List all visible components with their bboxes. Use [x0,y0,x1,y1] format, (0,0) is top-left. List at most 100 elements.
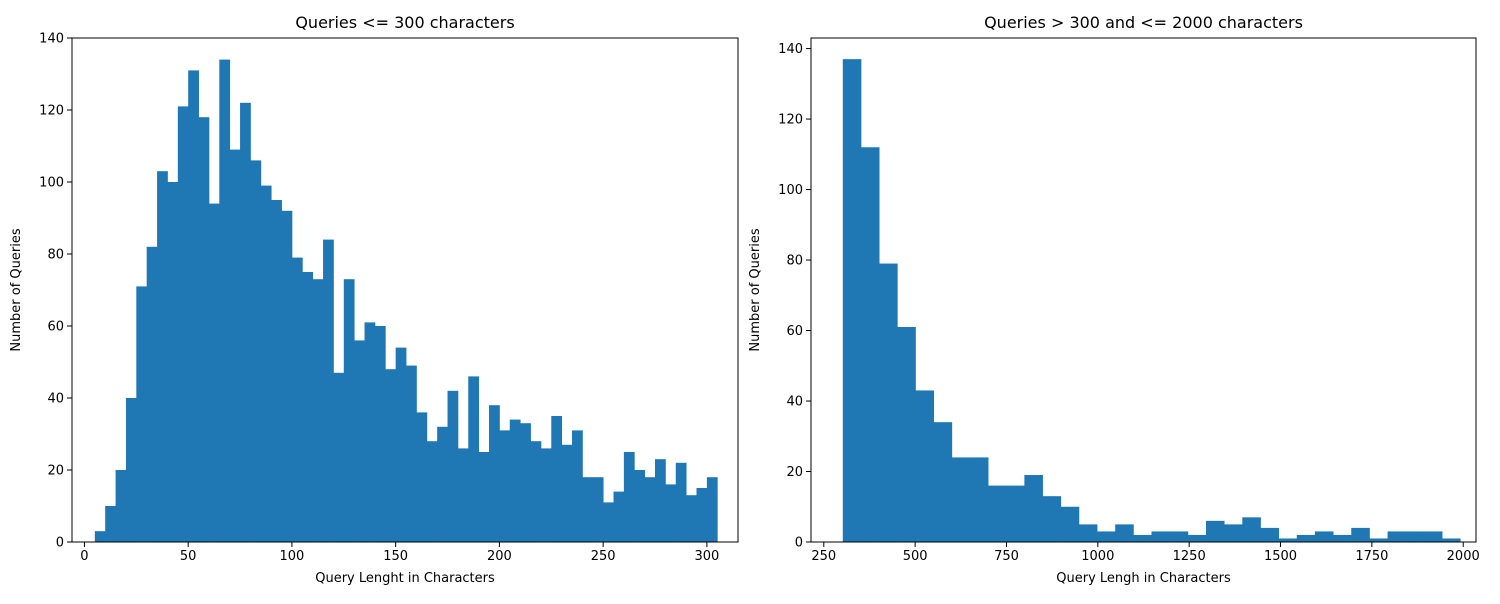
histogram-bar [260,185,272,542]
x-tick-label: 0 [80,549,88,564]
x-tick-label: 1500 [1264,549,1297,564]
histogram-bar [416,412,428,542]
y-tick-label: 60 [47,320,64,335]
histogram-bar [312,279,324,542]
histogram-bar [582,477,594,542]
plot-frame [810,37,1477,543]
histogram-bar [623,452,635,542]
histogram-bar [1351,527,1370,542]
histogram-bar [188,70,199,543]
histogram-bar [696,488,708,542]
x-axis-label: Query Lenght in Characters [315,571,495,586]
histogram-bar [385,369,397,542]
histogram-bar [1224,524,1243,542]
x-tick-label: 500 [903,549,928,564]
histogram-bar [1006,485,1025,542]
histogram-bar [291,257,303,542]
histogram-bar [499,430,511,542]
y-tick-label: 120 [778,113,803,128]
plot-frame [71,37,739,543]
x-axis-label: Query Lengh in Characters [1056,571,1231,586]
y-tick-label: 40 [786,395,803,410]
histogram-bar [354,340,365,542]
histogram-bar [333,372,345,542]
histogram-bar [897,327,916,542]
histogram-bar [1333,534,1352,542]
x-tick-label: 100 [280,549,305,564]
y-tick-label: 60 [786,324,803,339]
y-axis-label: Number of Queries [748,228,763,351]
axes: 250 500 750 1000 1250 1500 1750 2000 0 20 40 60 80 10… [778,37,1480,564]
y-tick-label: 140 [778,42,803,57]
bar-series [842,59,1461,543]
histogram-bar [457,448,469,542]
y-tick-label: 100 [39,176,64,191]
histogram-bar [655,459,666,542]
x-tick-label: 50 [180,549,197,564]
histogram-bar [198,117,210,542]
histogram-bar [1151,531,1171,542]
histogram-bar [343,279,355,542]
histogram-bar [447,390,459,542]
histogram-bar [250,160,262,542]
chart-title: Queries > 300 and <= 2000 characters [984,13,1303,32]
histogram-bar [302,272,314,542]
histogram-bar [219,59,231,542]
axes: 0 50 100 150 200 250 300 0 20 40 60 80 100 120 140 [39,32,739,564]
histogram-bar [530,441,542,542]
histogram-bar [1296,534,1316,542]
histogram-bar [1187,534,1207,542]
histogram-bar [1169,531,1189,542]
histogram-bar [1442,538,1461,542]
histogram-bar [933,422,953,542]
histogram-bar [1278,538,1298,542]
x-tick-label: 1250 [1173,549,1206,564]
histogram-bar [437,426,448,542]
y-tick-label: 0 [56,536,64,551]
histogram-bar [374,326,386,542]
histogram-bar [860,147,880,542]
histogram-bar [468,376,480,542]
histogram-bar [208,203,220,542]
histogram-bar [951,457,971,542]
y-tick-label: 80 [786,254,803,269]
histogram-bar [364,322,376,542]
histogram-bar [1405,531,1425,542]
histogram-bar [395,347,407,542]
histogram-bar [988,485,1007,542]
chart-title: Queries <= 300 characters [295,13,514,32]
histogram-bar [603,502,614,542]
histogram-bar [1260,527,1280,542]
x-tick-label: 250 [591,549,616,564]
histogram-bar [426,441,438,542]
histogram-bar [1387,531,1407,542]
y-tick-label: 40 [47,392,64,407]
histogram-bar [271,200,282,542]
histogram-bar [613,491,625,542]
x-tick-label: 750 [994,549,1019,564]
histogram-bar [644,477,656,542]
chart-right: Queries > 300 and <= 2000 characters Que… [748,13,1480,586]
histogram-bar [157,171,168,542]
histogram-bar [540,448,552,542]
histogram-bar [1369,538,1388,542]
histogram-bar [240,102,251,543]
histogram-bar [915,390,934,542]
histogram-bar [167,182,179,542]
histogram-bar [136,286,148,542]
histogram-bar [1042,496,1062,542]
y-tick-label: 0 [795,536,803,551]
histogram-bar [94,531,106,542]
y-axis-label: Number of Queries [9,228,24,351]
histogram-bar [1423,531,1443,542]
histogram-bar [1133,534,1152,542]
histogram-bar [572,430,583,542]
y-tick-label: 140 [39,32,64,47]
x-tick-label: 1750 [1355,549,1388,564]
histogram-bar [520,423,531,542]
histogram-bar [561,444,573,542]
x-tick-label: 2000 [1447,549,1480,564]
histogram-bar [592,477,604,542]
